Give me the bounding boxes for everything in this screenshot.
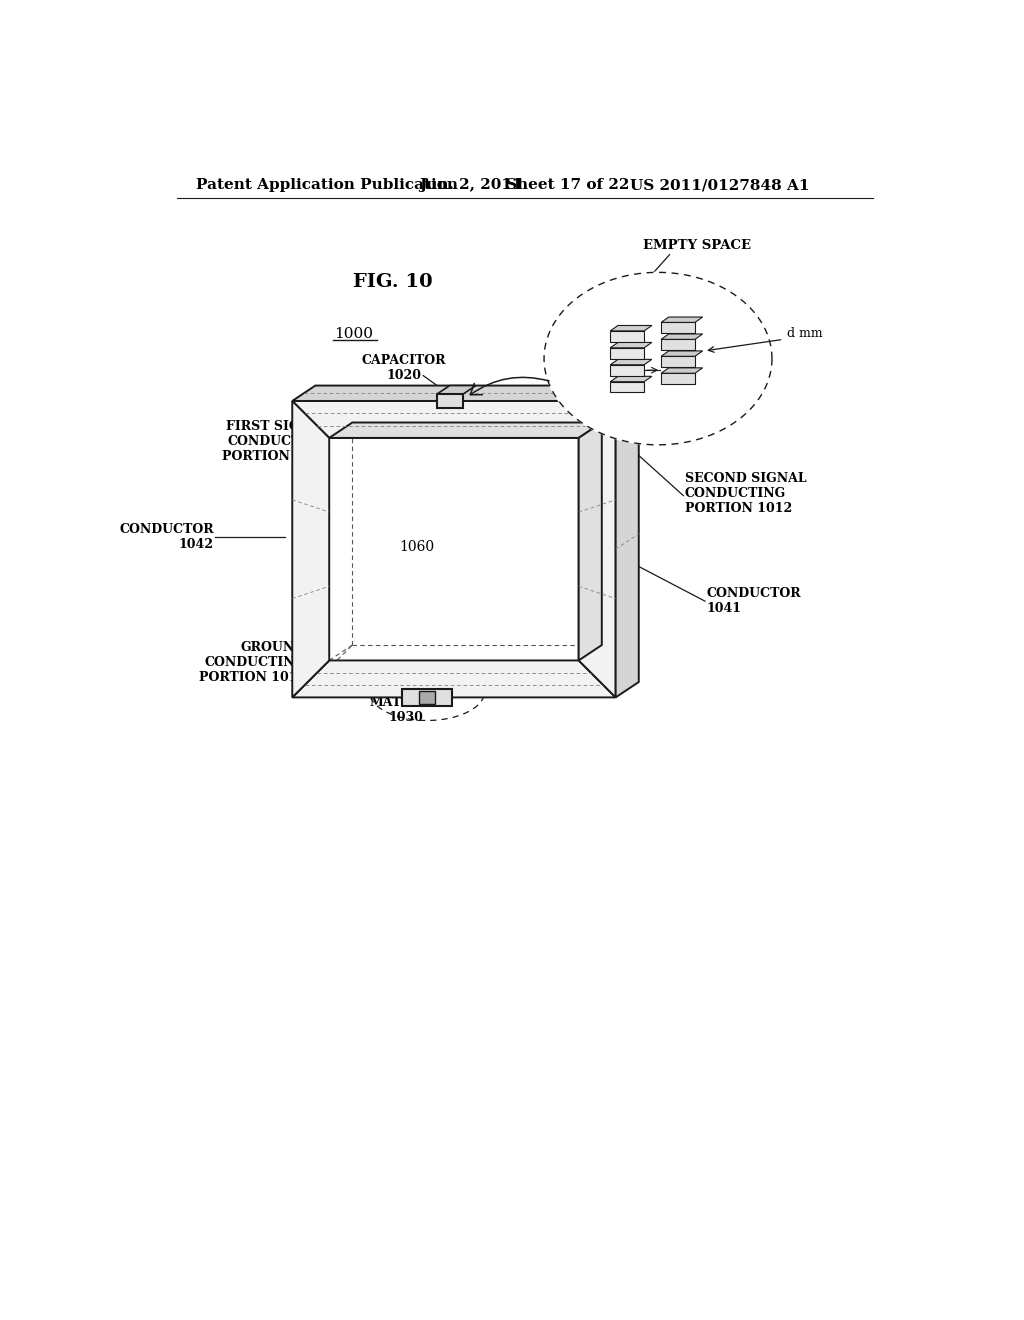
Polygon shape	[662, 339, 695, 350]
Text: CONDUCTOR
1041: CONDUCTOR 1041	[707, 587, 801, 615]
Text: EMPTY SPACE: EMPTY SPACE	[642, 239, 751, 252]
Polygon shape	[402, 689, 452, 706]
Polygon shape	[419, 692, 435, 704]
Polygon shape	[292, 660, 615, 697]
Text: FIRST SIGNAL
CONDUCTING
PORTION 1011: FIRST SIGNAL CONDUCTING PORTION 1011	[222, 420, 330, 463]
Text: Patent Application Publication: Patent Application Publication	[196, 178, 458, 193]
Text: MATCHER
1030: MATCHER 1030	[370, 697, 443, 725]
Polygon shape	[292, 401, 615, 438]
Text: CONDUCTOR
1042: CONDUCTOR 1042	[119, 523, 214, 552]
Text: 1000: 1000	[335, 327, 374, 341]
Text: 1060: 1060	[399, 540, 434, 554]
Polygon shape	[615, 385, 639, 697]
Polygon shape	[662, 374, 695, 384]
Polygon shape	[610, 359, 652, 364]
FancyArrowPatch shape	[470, 378, 549, 395]
Polygon shape	[662, 368, 702, 374]
Polygon shape	[330, 438, 579, 660]
Polygon shape	[662, 322, 695, 333]
Text: FIG. 10: FIG. 10	[352, 273, 432, 290]
Polygon shape	[437, 385, 476, 395]
Text: d mm: d mm	[787, 327, 823, 341]
Polygon shape	[610, 381, 644, 392]
Polygon shape	[610, 376, 652, 381]
Polygon shape	[610, 331, 644, 342]
Polygon shape	[292, 385, 639, 401]
Polygon shape	[610, 326, 652, 331]
Polygon shape	[610, 342, 652, 348]
Polygon shape	[610, 364, 644, 376]
Text: GROUND
CONDUCTING
PORTION 1013: GROUND CONDUCTING PORTION 1013	[199, 642, 306, 684]
Polygon shape	[662, 317, 702, 322]
Text: Sheet 17 of 22: Sheet 17 of 22	[506, 178, 629, 193]
Polygon shape	[662, 351, 702, 356]
Polygon shape	[330, 422, 602, 438]
Polygon shape	[579, 422, 602, 660]
Text: US 2011/0127848 A1: US 2011/0127848 A1	[630, 178, 809, 193]
Polygon shape	[662, 356, 695, 367]
Polygon shape	[662, 334, 702, 339]
Polygon shape	[292, 401, 330, 697]
Polygon shape	[610, 348, 644, 359]
Text: SECOND SIGNAL
CONDUCTING
PORTION 1012: SECOND SIGNAL CONDUCTING PORTION 1012	[685, 471, 807, 515]
Text: Jun. 2, 2011: Jun. 2, 2011	[419, 178, 523, 193]
Polygon shape	[544, 272, 772, 445]
Polygon shape	[437, 395, 463, 408]
Polygon shape	[579, 401, 615, 697]
Text: CAPACITOR
1020: CAPACITOR 1020	[361, 354, 446, 381]
